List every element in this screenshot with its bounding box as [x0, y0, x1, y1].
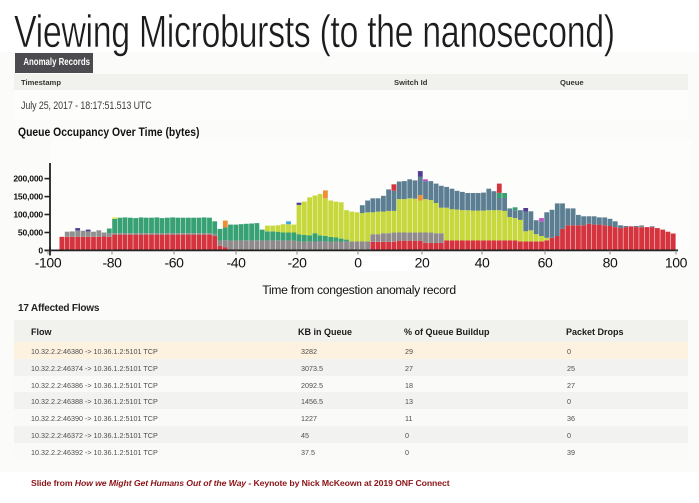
svg-text:20: 20 — [415, 255, 430, 271]
svg-text:40: 40 — [475, 255, 490, 271]
svg-text:-60: -60 — [164, 255, 184, 271]
svg-text:-100: -100 — [35, 255, 62, 271]
svg-text:-80: -80 — [102, 255, 122, 271]
svg-text:-20: -20 — [287, 255, 307, 271]
svg-text:0: 0 — [354, 255, 362, 271]
svg-text:60: 60 — [538, 255, 553, 271]
svg-text:150,000: 150,000 — [13, 192, 43, 202]
svg-text:200,000: 200,000 — [13, 174, 43, 184]
svg-text:100,000: 100,000 — [13, 210, 43, 220]
svg-text:100: 100 — [665, 255, 688, 271]
svg-text:0: 0 — [38, 246, 43, 256]
svg-text:80: 80 — [603, 255, 618, 271]
svg-text:50,000: 50,000 — [18, 228, 44, 238]
svg-text:Time from congestion anomaly r: Time from congestion anomaly record — [262, 283, 456, 297]
svg-text:-40: -40 — [226, 255, 246, 271]
